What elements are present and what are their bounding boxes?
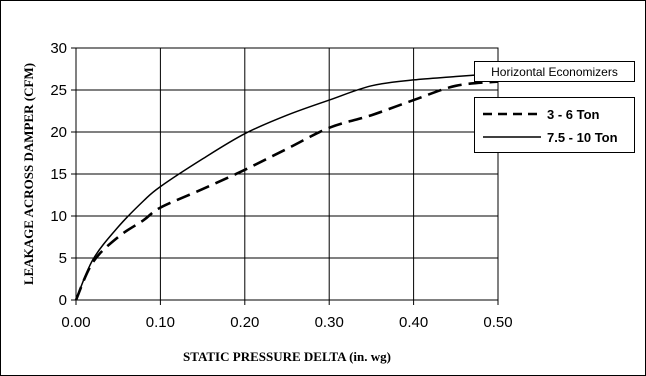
y-axis-label: LEAKAGE ACROSS DAMPER (CFM) bbox=[21, 63, 36, 285]
x-tick-label: 0.40 bbox=[399, 314, 428, 331]
series-layer bbox=[74, 72, 499, 301]
x-tick-label: 0.20 bbox=[230, 314, 259, 331]
grid-layer bbox=[75, 47, 499, 301]
series-line-1 bbox=[74, 80, 499, 301]
y-tick-label: 25 bbox=[50, 82, 67, 99]
legend: 3 - 6 Ton 7.5 - 10 Ton bbox=[474, 97, 635, 153]
y-tick-label: 10 bbox=[50, 208, 67, 225]
legend-label-series-1: 3 - 6 Ton bbox=[547, 106, 600, 122]
legend-entry-series-1: 3 - 6 Ton bbox=[481, 104, 599, 124]
legend-label-series-2: 7.5 - 10 Ton bbox=[547, 129, 618, 145]
x-tick-label: 0.30 bbox=[315, 314, 344, 331]
legend-entry-series-2: 7.5 - 10 Ton bbox=[481, 127, 618, 147]
legend-title: Horizontal Economizers bbox=[474, 61, 635, 82]
x-tick-label: 0.10 bbox=[146, 314, 175, 331]
y-tick-label: 20 bbox=[50, 124, 67, 141]
axis-layer: 0.00 0.10 0.20 0.30 0.40 0.50 0 5 10 15 20 25 30 bbox=[50, 40, 512, 331]
series-line-2 bbox=[75, 72, 499, 301]
x-tick-label: 0.00 bbox=[61, 314, 90, 331]
y-tick-label: 0 bbox=[59, 292, 67, 309]
y-tick-label: 5 bbox=[59, 250, 67, 267]
legend-swatch-solid bbox=[483, 136, 541, 138]
x-tick-label: 0.50 bbox=[483, 314, 512, 331]
legend-swatch-dashed bbox=[483, 112, 541, 116]
y-tick-label: 15 bbox=[50, 166, 67, 183]
y-tick-label: 30 bbox=[50, 40, 67, 57]
x-axis-label: STATIC PRESSURE DELTA (in. wg) bbox=[183, 349, 391, 364]
